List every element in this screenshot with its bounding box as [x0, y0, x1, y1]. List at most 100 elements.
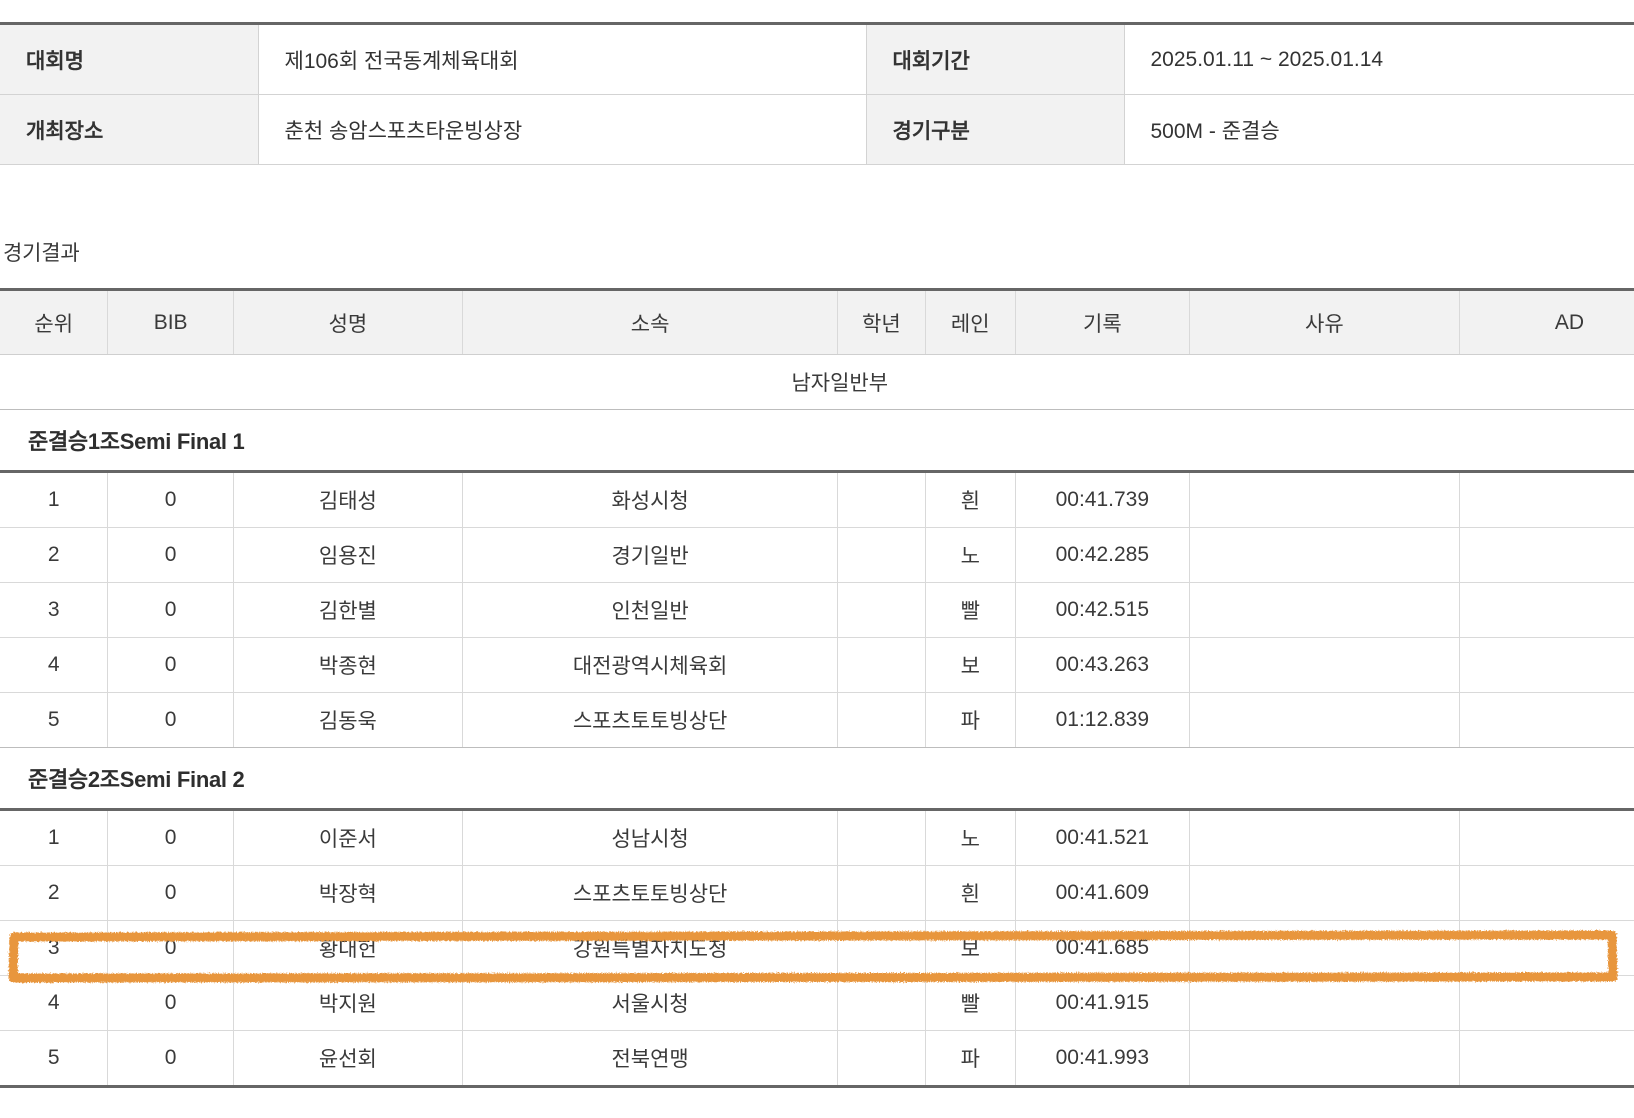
table-row[interactable]: 1 0 이준서 성남시청 노 00:41.521 [0, 809, 1634, 866]
cell-bib: 0 [107, 809, 234, 866]
cell-time: 01:12.839 [1015, 692, 1190, 748]
cell-lane: 빨 [925, 582, 1016, 638]
cell-rank: 5 [0, 1030, 109, 1088]
cell-bib: 0 [107, 692, 234, 748]
meta-row-competition: 대회명 제106회 전국동계체육대회 대회기간 2025.01.11 ~ 202… [0, 23, 1634, 95]
table-row[interactable]: 1 0 김태성 화성시청 흰 00:41.739 [0, 471, 1634, 528]
group-title: 준결승1조Semi Final 1 [0, 409, 1634, 473]
cell-name: 김동욱 [233, 692, 464, 748]
cell-grade [837, 527, 926, 583]
cell-rank: 3 [0, 582, 109, 638]
table-row[interactable]: 4 0 박종현 대전광역시체육회 보 00:43.263 [0, 637, 1634, 693]
cell-lane: 흰 [925, 865, 1016, 921]
cell-reason [1189, 692, 1460, 748]
table-row[interactable]: 2 0 박장혁 스포츠토토빙상단 흰 00:41.609 [0, 865, 1634, 921]
results-table-body: 남자일반부 준결승1조Semi Final 1 1 0 김태성 화성시청 흰 00:41.73… [0, 354, 1634, 1088]
cell-time: 00:43.263 [1015, 637, 1190, 693]
cell-rank: 1 [0, 809, 109, 866]
cell-team: 스포츠토토빙상단 [462, 692, 839, 748]
results-section-caption: 경기결과 [3, 242, 80, 265]
cell-lane: 노 [925, 809, 1016, 866]
cell-bib: 0 [107, 865, 234, 921]
cell-grade [837, 692, 926, 748]
cell-bib: 0 [107, 920, 234, 976]
cell-rank: 3 [0, 920, 109, 976]
cell-grade [837, 637, 926, 693]
col-header-reason: 사유 [1189, 288, 1460, 355]
table-row[interactable]: 5 0 윤선회 전북연맹 파 00:41.993 [0, 1030, 1634, 1088]
col-header-time: 기록 [1015, 288, 1190, 355]
cell-reason [1189, 637, 1460, 693]
table-row[interactable]: 2 0 임용진 경기일반 노 00:42.285 [0, 527, 1634, 583]
meta-row-venue: 개최장소 춘천 송암스포츠타운빙상장 경기구분 500M - 준결승 [0, 94, 1634, 165]
cell-ad [1459, 692, 1634, 748]
col-header-lane: 레인 [925, 288, 1016, 355]
cell-time: 00:42.515 [1015, 582, 1190, 638]
cell-team: 대전광역시체육회 [462, 637, 839, 693]
meta-label-competition-name: 대회명 [0, 23, 259, 95]
cell-time: 00:41.609 [1015, 865, 1190, 921]
competition-meta-table: 대회명 제106회 전국동계체육대회 대회기간 2025.01.11 ~ 202… [0, 22, 1634, 165]
cell-ad [1459, 582, 1634, 638]
cell-grade [837, 975, 926, 1031]
cell-name: 윤선회 [233, 1030, 464, 1088]
col-header-grade: 학년 [837, 288, 926, 355]
group-header-row: 준결승1조Semi Final 1 [0, 409, 1634, 473]
table-row[interactable]: 3 0 김한별 인천일반 빨 00:42.515 [0, 582, 1634, 638]
cell-time: 00:41.685 [1015, 920, 1190, 976]
cell-name: 박지원 [233, 975, 464, 1031]
cell-team: 서울시청 [462, 975, 839, 1031]
group-title: 준결승2조Semi Final 2 [0, 747, 1634, 811]
meta-value-competition-name: 제106회 전국동계체육대회 [258, 23, 867, 95]
meta-label-period: 대회기간 [866, 23, 1125, 95]
cell-time: 00:41.993 [1015, 1030, 1190, 1088]
cell-reason [1189, 527, 1460, 583]
cell-reason [1189, 809, 1460, 866]
table-row[interactable]: 4 0 박지원 서울시청 빨 00:41.915 [0, 975, 1634, 1031]
cell-team: 전북연맹 [462, 1030, 839, 1088]
category-label: 남자일반부 [0, 354, 1634, 410]
cell-reason [1189, 1030, 1460, 1088]
cell-ad [1459, 471, 1634, 528]
cell-lane: 보 [925, 920, 1016, 976]
results-table-head: 순위 BIB 성명 소속 학년 레인 기록 사유 AD [0, 288, 1634, 355]
results-table-container: 순위 BIB 성명 소속 학년 레인 기록 사유 AD 남자일반부 준결승1조Se… [0, 288, 1634, 1088]
cell-bib: 0 [107, 527, 234, 583]
cell-grade [837, 471, 926, 528]
col-header-ad: AD [1459, 288, 1634, 355]
cell-rank: 1 [0, 471, 109, 528]
col-header-bib: BIB [107, 288, 234, 355]
cell-lane: 흰 [925, 471, 1016, 528]
cell-ad [1459, 920, 1634, 976]
cell-lane: 보 [925, 637, 1016, 693]
cell-rank: 4 [0, 637, 109, 693]
cell-grade [837, 920, 926, 976]
cell-team: 성남시청 [462, 809, 839, 866]
cell-team: 강원특별자치도청 [462, 920, 839, 976]
cell-bib: 0 [107, 975, 234, 1031]
cell-reason [1189, 582, 1460, 638]
cell-team: 인천일반 [462, 582, 839, 638]
results-table: 순위 BIB 성명 소속 학년 레인 기록 사유 AD 남자일반부 준결승1조Se… [0, 288, 1634, 1088]
cell-bib: 0 [107, 1030, 234, 1088]
cell-reason [1189, 471, 1460, 528]
table-row[interactable]: 3 0 황대헌 강원특별자치도청 보 00:41.685 [0, 920, 1634, 976]
cell-ad [1459, 809, 1634, 866]
col-header-name: 성명 [233, 288, 464, 355]
cell-bib: 0 [107, 637, 234, 693]
meta-value-venue: 춘천 송암스포츠타운빙상장 [258, 94, 867, 165]
cell-reason [1189, 865, 1460, 921]
col-header-rank: 순위 [0, 288, 109, 355]
cell-lane: 빨 [925, 975, 1016, 1031]
cell-lane: 파 [925, 1030, 1016, 1088]
results-header-row: 순위 BIB 성명 소속 학년 레인 기록 사유 AD [0, 288, 1634, 355]
cell-name: 박종현 [233, 637, 464, 693]
table-row[interactable]: 5 0 김동욱 스포츠토토빙상단 파 01:12.839 [0, 692, 1634, 748]
cell-rank: 4 [0, 975, 109, 1031]
cell-lane: 노 [925, 527, 1016, 583]
cell-grade [837, 582, 926, 638]
cell-team: 스포츠토토빙상단 [462, 865, 839, 921]
cell-time: 00:41.739 [1015, 471, 1190, 528]
cell-rank: 5 [0, 692, 109, 748]
